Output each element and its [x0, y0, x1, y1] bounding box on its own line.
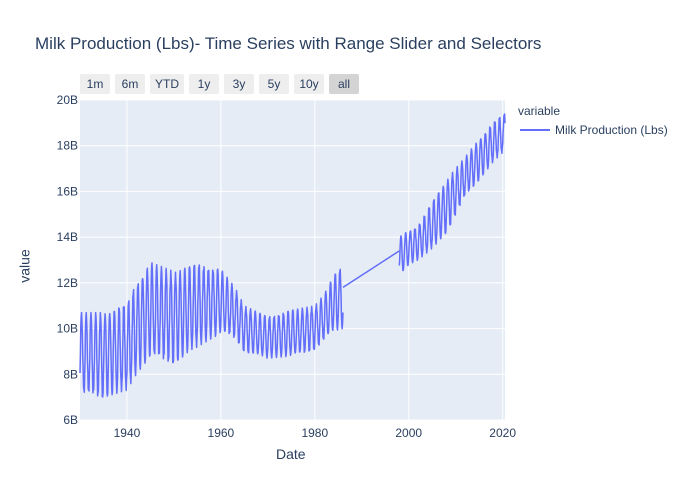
y-tick-label: 16B — [57, 184, 78, 198]
range-selector-1y[interactable]: 1y — [189, 74, 219, 94]
series-line-segment-1 — [79, 262, 344, 398]
series-line-gap-connector — [342, 250, 400, 289]
y-tick-label: 6B — [63, 413, 78, 427]
range-selector-5y[interactable]: 5y — [259, 74, 289, 94]
plot-area — [80, 100, 505, 420]
series-line-segment-2 — [398, 113, 506, 272]
y-tick-labels: 6B 8B 10B 12B 14B 16B 18B 20B — [57, 93, 78, 427]
range-selector-all[interactable]: all — [329, 74, 359, 94]
range-selector-1m[interactable]: 1m — [80, 74, 110, 94]
x-tick-label: 1960 — [208, 426, 235, 440]
y-tick-label: 8B — [63, 367, 78, 381]
x-tick-label: 2020 — [489, 426, 516, 440]
range-selector-ytd[interactable]: YTD — [150, 74, 184, 94]
y-tick-label: 20B — [57, 93, 78, 107]
y-tick-label: 18B — [57, 139, 78, 153]
x-tick-label: 1980 — [301, 426, 328, 440]
legend-label: Milk Production (Lbs) — [555, 123, 668, 137]
x-tick-labels: 1940 1960 1980 2000 2020 — [114, 426, 517, 440]
range-selector-6m[interactable]: 6m — [115, 74, 145, 94]
y-tick-label: 14B — [57, 230, 78, 244]
x-tick-label: 1940 — [114, 426, 141, 440]
chart-title: Milk Production (Lbs)- Time Series with … — [35, 34, 542, 53]
y-axis-title: value — [16, 249, 33, 283]
y-tick-label: 10B — [57, 322, 78, 336]
x-tick-label: 2000 — [395, 426, 422, 440]
series-layer — [79, 113, 506, 398]
x-axis-title: Date — [276, 446, 306, 462]
y-tick-label: 12B — [57, 276, 78, 290]
legend-swatch — [520, 129, 550, 131]
legend-title: variable — [518, 104, 561, 118]
range-selector-3y[interactable]: 3y — [224, 74, 254, 94]
legend-item-milk-production[interactable]: Milk Production (Lbs) — [518, 122, 693, 138]
range-selector-10y[interactable]: 10y — [294, 74, 324, 94]
